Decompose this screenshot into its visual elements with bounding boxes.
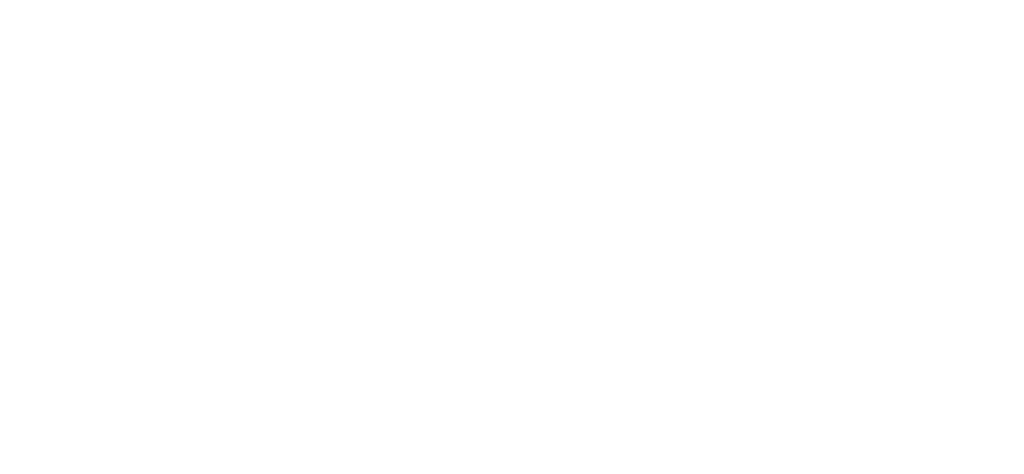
Text: •: •: [741, 252, 754, 272]
Text: •: •: [741, 106, 754, 126]
Text: Smaller undertaking
than the r2
Assessment: Smaller undertaking than the r2 Assessme…: [476, 346, 696, 419]
Text: •: •: [446, 346, 459, 366]
Text: •: •: [446, 106, 459, 126]
Text: •: •: [151, 398, 164, 419]
Text: •: •: [446, 252, 459, 272]
Text: •: •: [151, 200, 164, 220]
Text: Over 200 controls: Over 200 controls: [772, 200, 965, 220]
Text: i1 Assessment: i1 Assessment: [450, 44, 687, 72]
Text: •: •: [151, 305, 164, 325]
Text: Less expensive: Less expensive: [181, 200, 345, 220]
Text: e1 Assessment: e1 Assessment: [150, 44, 396, 72]
Text: •: •: [446, 200, 459, 220]
Text: Provides highest
level of assurance: Provides highest level of assurance: [772, 252, 968, 299]
Text: •: •: [151, 252, 164, 272]
Text: •: •: [151, 106, 164, 126]
Text: Only 44 controls: Only 44 controls: [181, 252, 357, 272]
Text: •: •: [741, 200, 754, 220]
Text: r2 Assessment: r2 Assessment: [743, 44, 984, 72]
Text: Provides low
assurance: Provides low assurance: [181, 305, 315, 351]
Text: Takes 3 months to
obtain: Takes 3 months to obtain: [181, 106, 378, 153]
Text: Provides moderate
assurance: Provides moderate assurance: [476, 252, 679, 299]
Text: Stepping stone to
other assessments: Stepping stone to other assessments: [181, 398, 385, 445]
Text: 182 controls: 182 controls: [476, 200, 610, 220]
Text: Takes 18-24
months to obtain: Takes 18-24 months to obtain: [772, 106, 956, 153]
Text: Takes 6-12 months
to obtain: Takes 6-12 months to obtain: [476, 106, 680, 153]
